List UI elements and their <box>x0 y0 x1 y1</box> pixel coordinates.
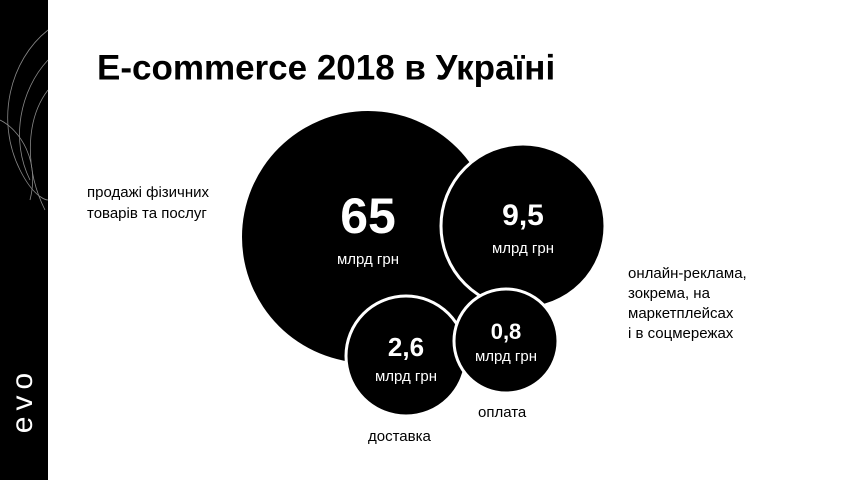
bubble-value: 0,8 <box>491 319 522 344</box>
bubble-value: 2,6 <box>388 332 424 362</box>
caption: зокрема, на <box>628 285 711 302</box>
bubble-unit: млрд грн <box>492 240 554 257</box>
caption: і в соцмережах <box>628 325 734 342</box>
sidebar-decoration <box>0 29 49 211</box>
caption: маркетплейсах <box>628 305 734 322</box>
bubble-unit: млрд грн <box>475 348 537 365</box>
bubble-value: 65 <box>340 188 396 244</box>
bubble <box>452 287 560 395</box>
caption: товарів та послуг <box>87 205 207 222</box>
title: E-commerce 2018 в Україні <box>97 48 555 87</box>
caption: онлайн-реклама, <box>628 265 747 282</box>
sidebar <box>0 0 48 480</box>
caption: доставка <box>368 428 431 445</box>
bubble-unit: млрд грн <box>337 251 399 268</box>
bubble-unit: млрд грн <box>375 368 437 385</box>
caption: продажі фізичних <box>87 184 210 201</box>
logo: evo <box>6 367 39 433</box>
caption: оплата <box>478 404 527 421</box>
bubble-value: 9,5 <box>502 199 544 232</box>
